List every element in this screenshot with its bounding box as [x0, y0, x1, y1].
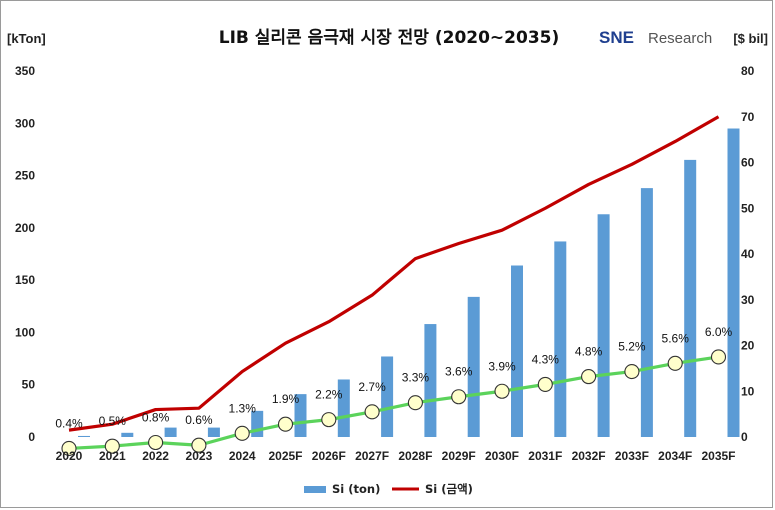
left-tick-label: 300	[15, 116, 35, 130]
left-tick-label: 200	[15, 221, 35, 235]
share-line	[68, 355, 719, 451]
x-tick-label: 2027F	[355, 449, 389, 463]
right-tick-label: 30	[741, 293, 755, 307]
share-marker	[710, 349, 727, 365]
legend-bar-swatch	[304, 486, 326, 493]
x-tick-label: 2034F	[658, 449, 692, 463]
share-marker	[407, 395, 423, 411]
right-axis-unit: [$ bil]	[733, 31, 768, 46]
share-data-label: 0.6%	[185, 413, 213, 427]
share-data-label: 4.8%	[575, 345, 603, 359]
share-marker	[537, 376, 553, 392]
share-data-label: 6.0%	[705, 325, 733, 339]
legend-label: Si (ton)	[332, 482, 380, 496]
x-tick-label: 2020	[56, 449, 83, 463]
share-marker	[494, 383, 510, 399]
right-tick-label: 40	[741, 247, 755, 261]
share-data-label: 1.3%	[229, 401, 257, 415]
right-tick-label: 60	[741, 156, 755, 170]
x-tick-label: 2028F	[398, 449, 432, 463]
share-data-label: 5.6%	[662, 331, 690, 345]
bar	[78, 435, 90, 437]
share-data-label: 3.9%	[488, 359, 516, 373]
x-axis-labels: 2020 2021 2022 2023 2024 2025F 2026F 2027F 2028F…	[56, 449, 736, 463]
share-marker	[191, 437, 207, 453]
left-tick-label: 50	[22, 378, 36, 392]
share-marker	[451, 389, 467, 405]
share-data-label: 5.2%	[618, 340, 646, 354]
share-data-label: 0.4%	[55, 416, 83, 430]
left-tick-label: 250	[15, 169, 35, 183]
share-data-label: 2.7%	[358, 380, 386, 394]
bar	[640, 188, 653, 437]
bar	[121, 432, 134, 437]
share-marker	[104, 438, 120, 454]
share-marker	[624, 364, 640, 380]
bar	[424, 324, 437, 437]
bar	[207, 427, 220, 437]
left-tick-label: 350	[15, 64, 35, 78]
x-tick-label: 2032F	[572, 449, 606, 463]
bar	[381, 356, 394, 437]
left-tick-label: 100	[15, 325, 35, 339]
x-tick-label: 2025F	[268, 449, 302, 463]
x-tick-label: 2029F	[442, 449, 476, 463]
bar	[684, 159, 697, 437]
bar	[511, 265, 523, 437]
share-marker	[321, 412, 337, 428]
legend-label: Si (금액)	[425, 482, 473, 496]
left-axis-ticks: 0 50 100 150 200 250 300 350	[15, 64, 35, 444]
share-data-label: 4.3%	[532, 352, 560, 366]
amount-line	[68, 115, 720, 432]
share-marker	[667, 355, 683, 371]
bar	[337, 379, 350, 437]
logo-brand: SNE	[599, 28, 634, 47]
share-marker	[581, 369, 597, 385]
x-tick-label: 2030F	[485, 449, 519, 463]
bar	[164, 427, 177, 437]
left-tick-label: 0	[28, 430, 35, 444]
right-tick-label: 70	[741, 110, 755, 124]
x-tick-label: 2031F	[528, 449, 562, 463]
logo-suffix: Research	[648, 30, 712, 47]
legend: Si (ton) Si (금액)	[304, 482, 473, 496]
bar	[554, 241, 567, 437]
right-tick-label: 20	[741, 339, 755, 353]
right-tick-label: 50	[741, 201, 755, 215]
right-tick-label: 80	[741, 64, 755, 78]
x-tick-label: 2023	[186, 449, 213, 463]
share-marker	[277, 416, 294, 432]
share-data-label: 2.2%	[315, 388, 343, 402]
share-marker	[148, 434, 164, 451]
share-marker	[364, 404, 380, 420]
right-tick-label: 10	[741, 384, 755, 398]
bar	[294, 394, 307, 437]
x-tick-label: 2022	[142, 449, 169, 463]
bar-series	[78, 128, 740, 437]
x-tick-label: 2035F	[701, 449, 735, 463]
x-tick-label: 2026F	[312, 449, 346, 463]
bar	[467, 296, 480, 437]
left-axis-unit: [kTon]	[7, 31, 46, 46]
share-data-label: 0.5%	[99, 414, 127, 428]
chart-title: LIB 실리콘 음극재 시장 전망 (2020~2035)	[219, 28, 560, 48]
share-marker	[61, 440, 77, 456]
sne-research-logo: SNE Research	[599, 28, 712, 47]
bar	[597, 214, 610, 437]
share-data-label: 3.3%	[402, 371, 430, 385]
x-tick-label: 2021	[99, 449, 126, 463]
share-marker	[234, 425, 250, 441]
bar	[727, 128, 740, 437]
share-data-label: 0.8%	[142, 410, 170, 424]
x-tick-label: 2024	[229, 449, 256, 463]
right-axis-ticks: 0 10 20 30 40 50 60 70 80	[741, 64, 755, 444]
share-data-label: 3.6%	[445, 365, 473, 379]
line-series: 0.4% 0.5% 0.8% 0.6% 1.3% 1.9% 2.2% 2.7% 3.3% 3.6%…	[55, 115, 733, 456]
right-tick-label: 0	[741, 430, 748, 444]
left-tick-label: 150	[15, 273, 35, 287]
x-tick-label: 2033F	[615, 449, 649, 463]
share-data-label: 1.9%	[272, 392, 300, 406]
